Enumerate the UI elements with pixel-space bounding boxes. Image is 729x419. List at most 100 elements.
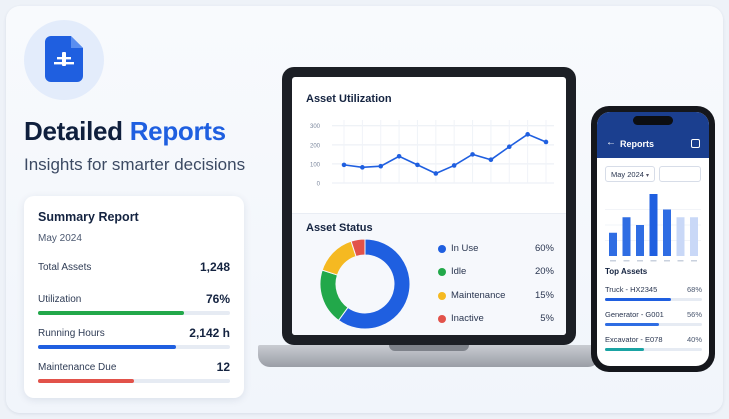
asset-status-panel: Asset Status In Use 60% Idle 20% Mainten…	[292, 213, 566, 335]
progress-track	[38, 311, 230, 315]
bar-tick-mark	[637, 260, 643, 262]
phone-bar	[636, 225, 644, 256]
phone-bar	[622, 217, 631, 256]
maintenance-progress-fill	[38, 379, 134, 383]
title-accent: Reports	[129, 116, 226, 146]
summary-row-value: 1,248	[199, 260, 230, 274]
summary-row-value: 12	[216, 360, 230, 374]
phone-dynamic-island	[633, 116, 673, 125]
phone-bar	[676, 217, 685, 256]
document-fold-icon	[71, 36, 83, 48]
summary-month: May 2024	[38, 233, 82, 244]
legend-value: 60%	[534, 243, 554, 254]
y-tick-label: 0	[317, 182, 321, 188]
top-asset-fill	[605, 348, 644, 351]
utilization-point	[341, 162, 347, 168]
summary-row-value: 76%	[205, 292, 230, 306]
top-asset-track	[605, 298, 702, 301]
top-asset-pct: 40%	[686, 335, 702, 344]
utilization-point	[415, 162, 420, 168]
legend-value: 15%	[534, 290, 554, 301]
summary-row-value: 2,142 h	[189, 326, 230, 340]
phone-screen-title: Reports	[620, 139, 655, 149]
legend-dot	[438, 245, 446, 253]
legend-label: Idle	[451, 266, 467, 277]
phone-bar	[649, 194, 658, 256]
utilization-point	[506, 144, 512, 150]
running-hours-progress-fill	[38, 345, 177, 349]
month-select[interactable]: May 2024 ▾	[605, 166, 655, 182]
phone-screen: ← Reports May 2024 ▾ Top Assets Truck - H…	[597, 112, 709, 366]
top-asset-fill	[605, 323, 660, 326]
laptop-screen: Asset Utilization 300 200 100 0 Asset Statu…	[292, 77, 566, 335]
phone-bar	[609, 232, 617, 256]
summary-row-label: Maintenance Due	[38, 362, 117, 373]
phone-device: ← Reports May 2024 ▾ Top Assets Truck - H…	[591, 106, 715, 372]
laptop-notch	[389, 345, 469, 351]
progress-track	[38, 345, 230, 349]
legend-value: 20%	[534, 266, 554, 277]
top-asset-name: Truck - HX2345	[605, 285, 658, 294]
asset-status-donut-chart	[319, 238, 411, 330]
donut-slice-maintenance	[321, 240, 357, 276]
legend-label: Inactive	[451, 313, 484, 324]
back-arrow-icon[interactable]: ←	[606, 137, 616, 148]
top-asset-track	[605, 348, 702, 351]
utilization-point	[488, 157, 494, 163]
legend-dot	[438, 292, 446, 300]
utilization-point	[360, 165, 365, 170]
legend-label: Maintenance	[451, 290, 506, 301]
utilization-point	[378, 163, 384, 169]
utilization-point	[396, 153, 402, 159]
top-asset-pct: 68%	[686, 285, 702, 294]
donut-slice-idle	[319, 269, 349, 322]
utilization-series-line	[343, 133, 547, 175]
utilization-point	[470, 152, 475, 157]
phone-bar	[690, 217, 698, 256]
phone-bar-chart	[605, 194, 701, 262]
laptop-device: Asset Utilization 300 200 100 0 Asset Statu…	[282, 67, 576, 345]
phone-bar	[663, 209, 671, 256]
summary-report-card: Summary Report May 2024 Total Assets 1,2…	[24, 196, 244, 398]
utilization-point	[543, 139, 549, 145]
legend-dot	[438, 315, 446, 323]
top-asset-pct: 56%	[686, 310, 702, 319]
asset-utilization-line-chart: 300 200 100 0	[310, 120, 554, 188]
report-icon-badge	[24, 20, 104, 100]
top-asset-name: Generator - G001	[605, 310, 664, 319]
page-title: Detailed Reports	[24, 116, 226, 147]
legend-label: In Use	[451, 243, 479, 254]
y-tick-label: 100	[310, 162, 321, 168]
chevron-down-icon: ▾	[645, 173, 649, 179]
laptop-base	[258, 345, 600, 367]
legend-dot	[438, 268, 446, 276]
utilization-point	[451, 163, 457, 168]
utilization-progress-fill	[38, 311, 184, 315]
top-asset-name: Excavator - E078	[605, 335, 663, 344]
phone-app-header: ← Reports	[597, 112, 709, 158]
y-tick-label: 200	[310, 143, 321, 149]
donut-slice-inactive	[350, 238, 366, 258]
bar-tick-mark	[691, 260, 697, 262]
filter-select[interactable]	[659, 166, 701, 182]
bar-tick-mark	[650, 260, 657, 262]
share-icon[interactable]	[691, 139, 700, 148]
utilization-point	[433, 171, 439, 176]
y-tick-label: 300	[310, 124, 321, 130]
summary-row-label: Total Assets	[38, 262, 92, 273]
summary-title: Summary Report	[38, 210, 139, 224]
asset-status-title: Asset Status	[306, 222, 373, 234]
top-asset-fill	[605, 298, 671, 301]
top-assets-title: Top Assets	[605, 267, 648, 276]
summary-row-label: Running Hours	[38, 328, 105, 339]
bar-tick-mark	[610, 260, 616, 262]
top-asset-track	[605, 323, 702, 326]
legend-value: 5%	[540, 313, 554, 324]
progress-track	[38, 379, 230, 383]
asset-utilization-title: Asset Utilization	[306, 93, 392, 105]
page-subtitle: Insights for smarter decisions	[24, 155, 246, 174]
bar-tick-mark	[677, 260, 684, 262]
bar-tick-mark	[664, 260, 670, 262]
title-main: Detailed	[24, 116, 123, 146]
utilization-point	[525, 132, 530, 137]
